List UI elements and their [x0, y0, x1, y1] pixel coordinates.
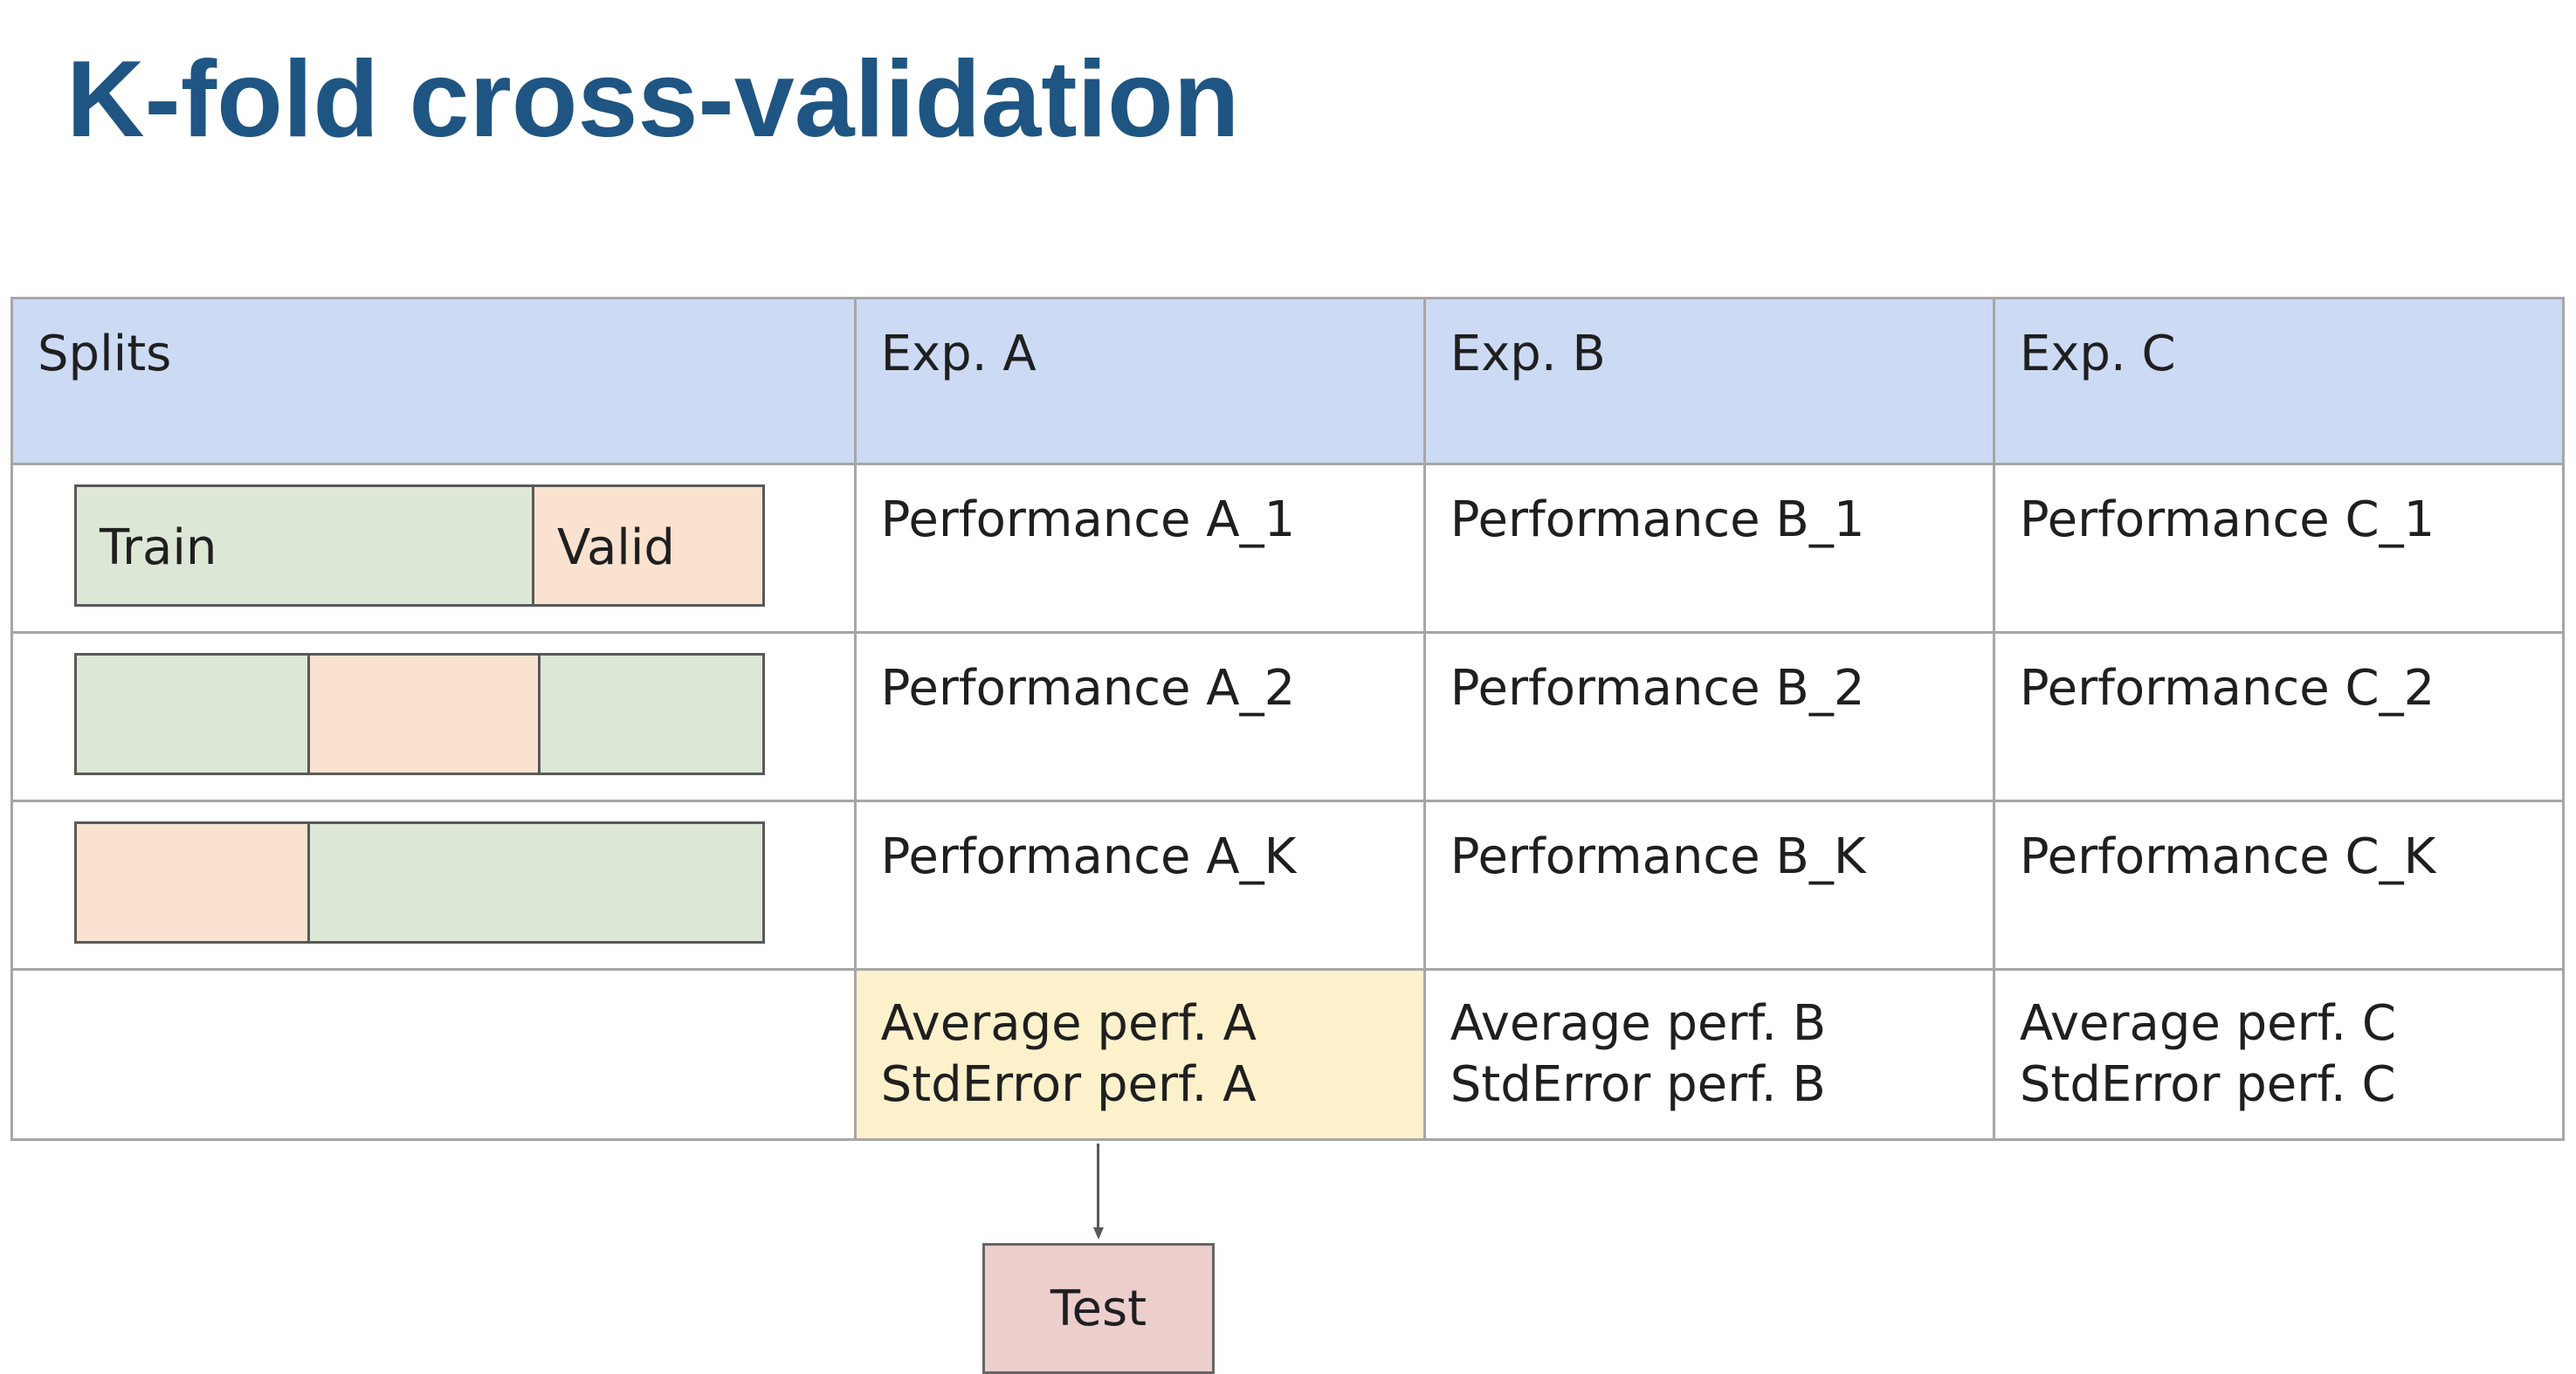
split-bar-fold-1: Train Valid [74, 484, 765, 607]
performance-cell: Performance C_K [1992, 800, 2566, 971]
table-row: Performance A_2 Performance B_2 Performa… [10, 631, 2566, 802]
table-row: Performance A_K Performance B_K Performa… [10, 800, 2566, 971]
valid-segment: Valid [532, 487, 762, 604]
performance-cell: Performance A_K [853, 800, 1426, 971]
performance-cell: Performance C_2 [1992, 631, 2566, 802]
table-header-row: Splits Exp. A Exp. B Exp. C [10, 297, 2566, 465]
stderror-perf: StdError perf. C [2019, 1056, 2396, 1113]
summary-cell-exp-a: Average perf. A StdError perf. A [853, 968, 1426, 1141]
train-segment [307, 824, 762, 941]
split-bar-fold-2 [74, 653, 765, 775]
summary-cell-exp-b: Average perf. B StdError perf. B [1422, 968, 1995, 1141]
down-arrow-icon [1093, 1144, 1104, 1240]
split-bar-fold-k [74, 821, 765, 944]
train-segment [538, 656, 762, 773]
average-perf: Average perf. C [2019, 995, 2396, 1052]
stderror-perf: StdError perf. B [1450, 1056, 1826, 1113]
valid-segment [77, 824, 307, 941]
summary-cell-exp-c: Average perf. C StdError perf. C [1992, 968, 2566, 1141]
test-box: Test [982, 1243, 1215, 1374]
stderror-perf: StdError perf. A [880, 1056, 1257, 1113]
page-title: K-fold cross-validation [66, 39, 1240, 160]
performance-cell: Performance C_1 [1992, 463, 2566, 634]
split-diagram-cell [10, 631, 857, 802]
performance-cell: Performance B_2 [1422, 631, 1995, 802]
performance-cell: Performance A_1 [853, 463, 1426, 634]
train-segment [77, 656, 307, 773]
performance-cell: Performance B_K [1422, 800, 1995, 971]
average-perf: Average perf. A [880, 995, 1257, 1052]
valid-segment [307, 656, 538, 773]
split-diagram-cell: Train Valid [10, 463, 857, 634]
empty-cell [10, 968, 857, 1141]
average-perf: Average perf. B [1450, 995, 1827, 1052]
results-table: Splits Exp. A Exp. B Exp. C Train Valid … [10, 297, 2566, 1141]
header-cell-exp-b: Exp. B [1422, 297, 1995, 465]
summary-row: Average perf. A StdError perf. A Average… [10, 968, 2566, 1141]
performance-cell: Performance B_1 [1422, 463, 1995, 634]
split-diagram-cell [10, 800, 857, 971]
header-cell-exp-a: Exp. A [853, 297, 1426, 465]
train-segment: Train [77, 487, 532, 604]
performance-cell: Performance A_2 [853, 631, 1426, 802]
header-cell-exp-c: Exp. C [1992, 297, 2566, 465]
header-cell-splits: Splits [10, 297, 857, 465]
table-row: Train Valid Performance A_1 Performance … [10, 463, 2566, 634]
